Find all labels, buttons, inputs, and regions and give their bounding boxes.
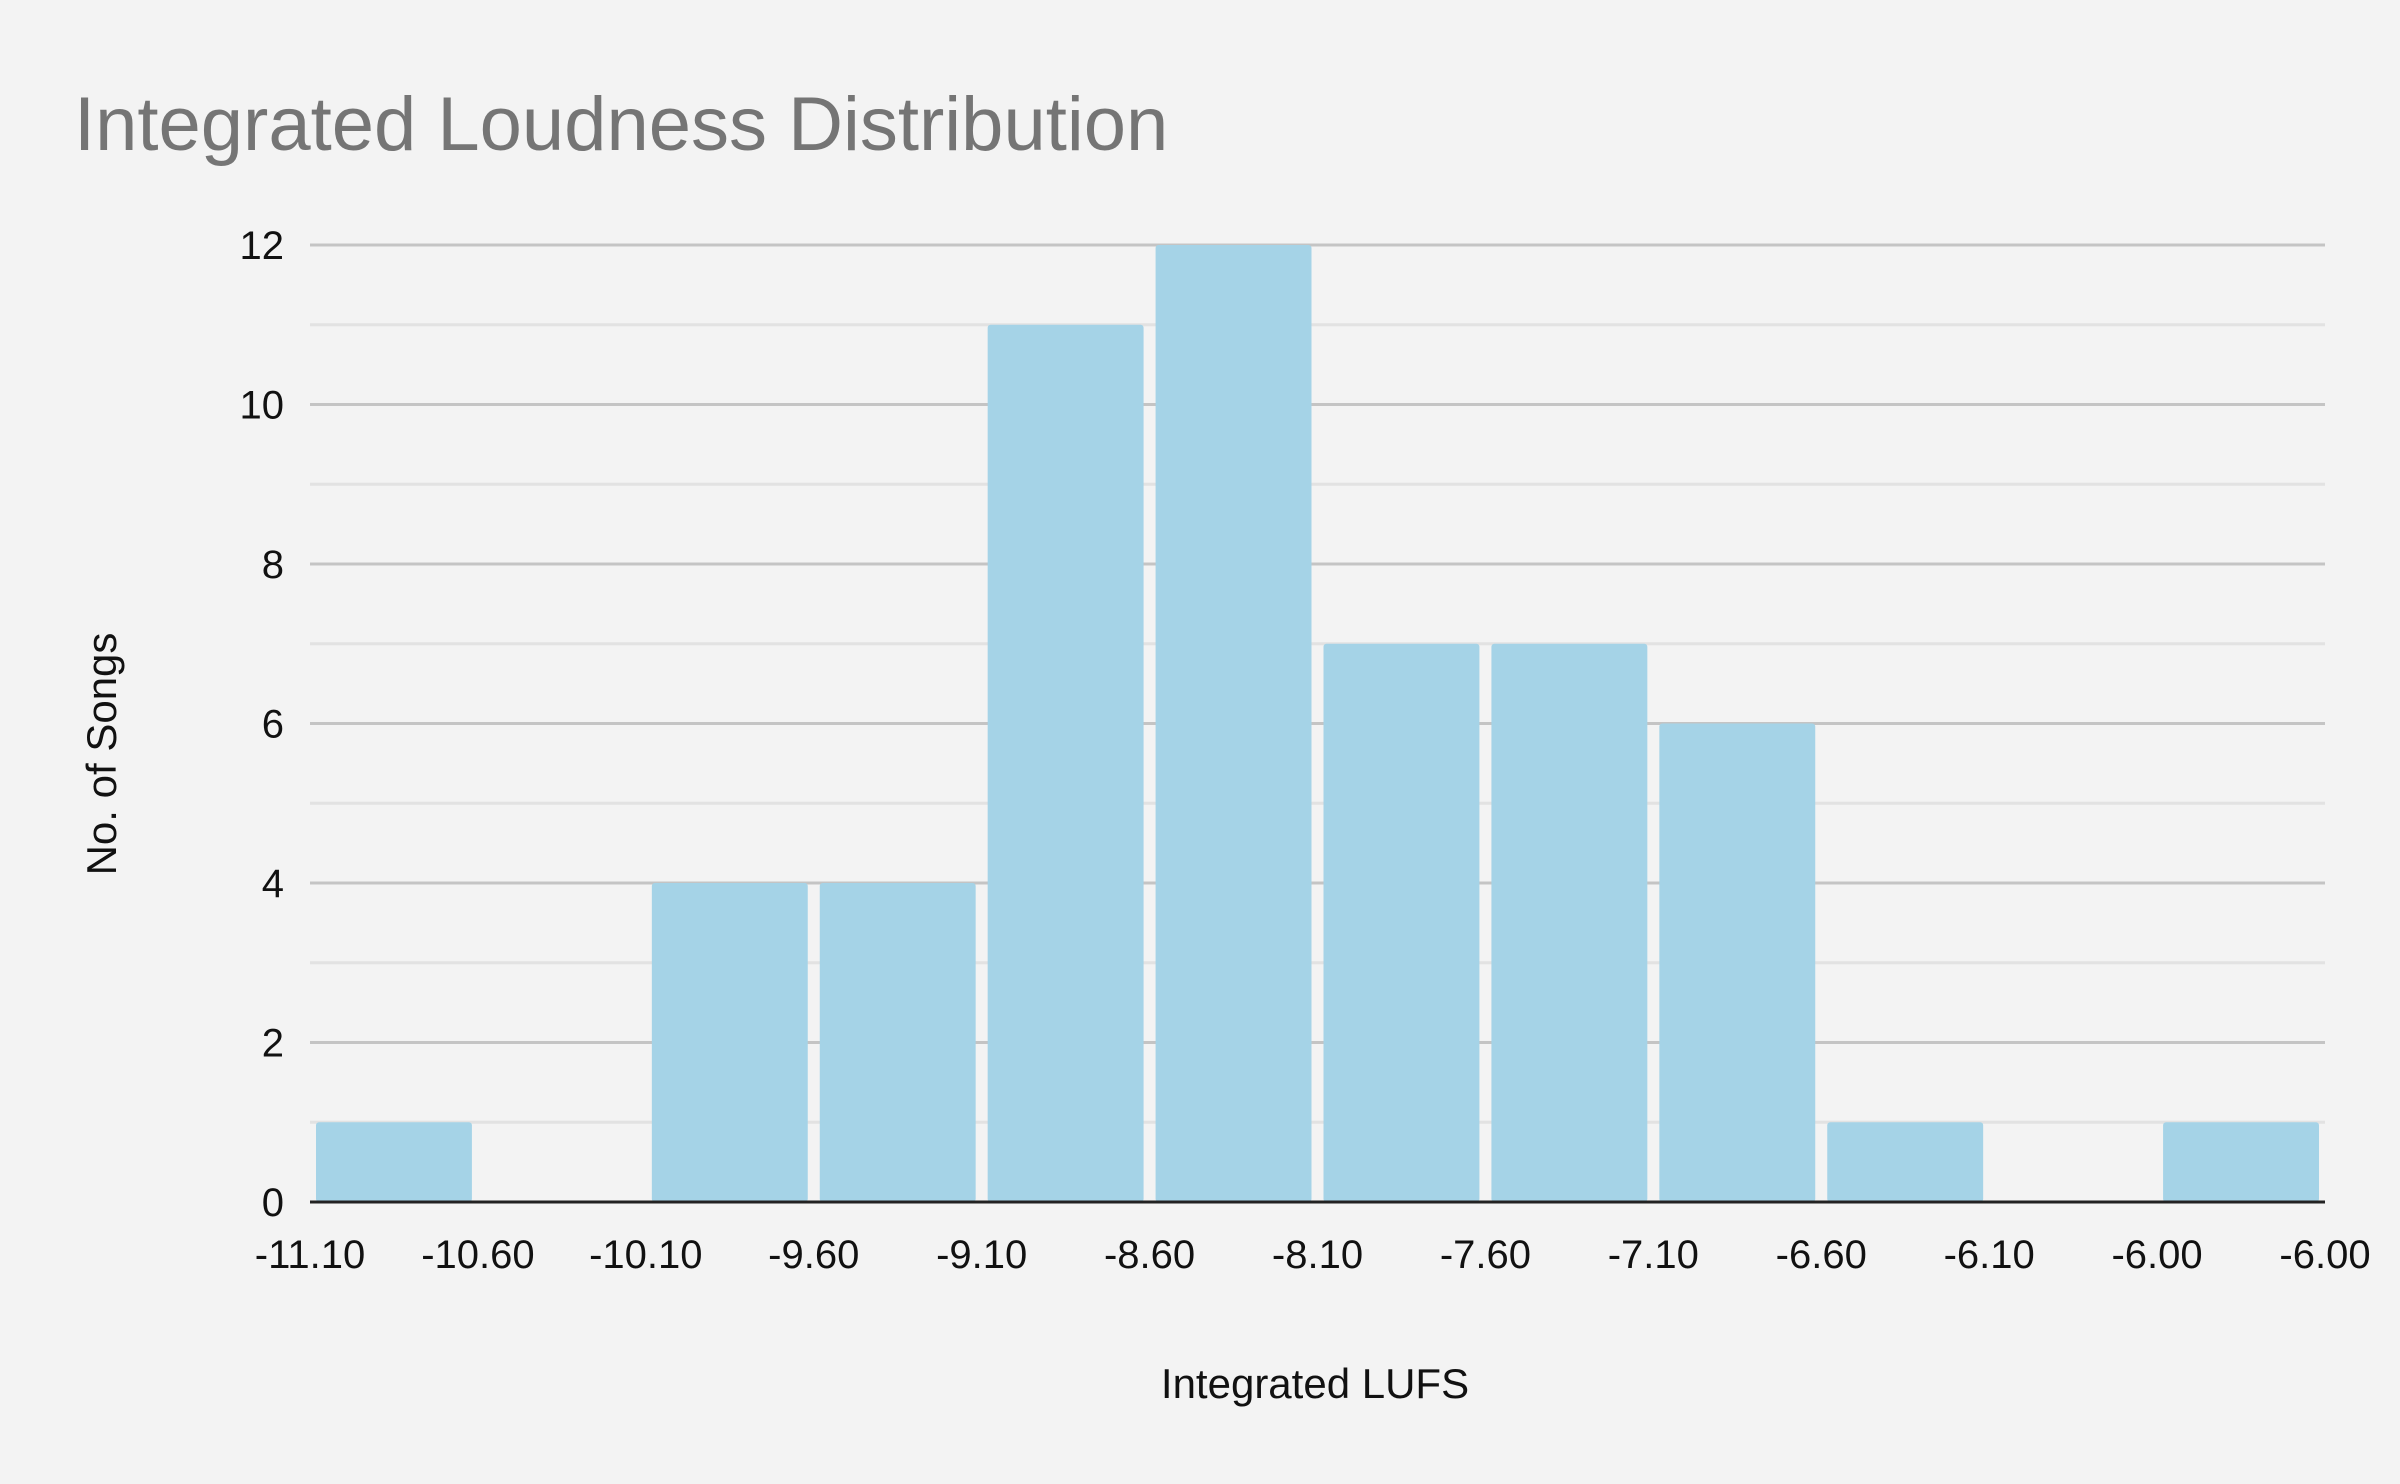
x-tick-label: -6.10: [1944, 1233, 2035, 1277]
histogram-bar: [819, 883, 976, 1202]
y-tick-label: 10: [240, 384, 285, 428]
chart-title: Integrated Loudness Distribution: [74, 82, 1168, 167]
x-tick-label: -6.60: [1776, 1233, 1867, 1277]
x-axis-ticks: -11.10 -10.60 -10.10 -9.60 -9.10 -8.60 -8.10 -7…: [255, 1233, 2371, 1277]
y-tick-label: 0: [262, 1181, 284, 1225]
x-tick-label: -10.10: [589, 1233, 702, 1277]
histogram-bar: [316, 1122, 472, 1202]
x-tick-label: -11.10: [255, 1233, 365, 1277]
y-tick-label: 8: [262, 543, 284, 587]
x-tick-label: -7.10: [1608, 1233, 1699, 1277]
y-tick-label: 12: [240, 224, 285, 268]
y-axis-ticks: 0 2 4 6 8 10 12: [240, 224, 285, 1225]
histogram-bar: [1491, 643, 1648, 1202]
y-tick-label: 4: [262, 862, 284, 906]
y-axis-label: No. of Songs: [78, 633, 125, 876]
x-tick-label: -6.00: [2279, 1233, 2370, 1277]
x-tick-label: -8.10: [1272, 1233, 1363, 1277]
histogram-bar: [1827, 1122, 1984, 1202]
histogram-bar: [1323, 643, 1480, 1202]
gridlines: [310, 243, 2325, 1124]
bars: [316, 245, 2319, 1202]
y-tick-label: 2: [262, 1022, 284, 1066]
x-tick-label: -6.00: [2111, 1233, 2202, 1277]
histogram-bar: [1155, 245, 1312, 1202]
y-tick-label: 6: [262, 703, 284, 747]
x-axis-label: Integrated LUFS: [1161, 1360, 1469, 1407]
histogram-bar: [987, 324, 1144, 1202]
x-tick-label: -10.60: [421, 1233, 534, 1277]
x-tick-label: -9.10: [936, 1233, 1027, 1277]
histogram-bar: [2163, 1122, 2319, 1202]
x-tick-label: -8.60: [1104, 1233, 1195, 1277]
x-tick-label: -9.60: [768, 1233, 859, 1277]
histogram-bar: [651, 883, 808, 1202]
histogram-bar: [1659, 723, 1816, 1202]
x-tick-label: -7.60: [1440, 1233, 1531, 1277]
